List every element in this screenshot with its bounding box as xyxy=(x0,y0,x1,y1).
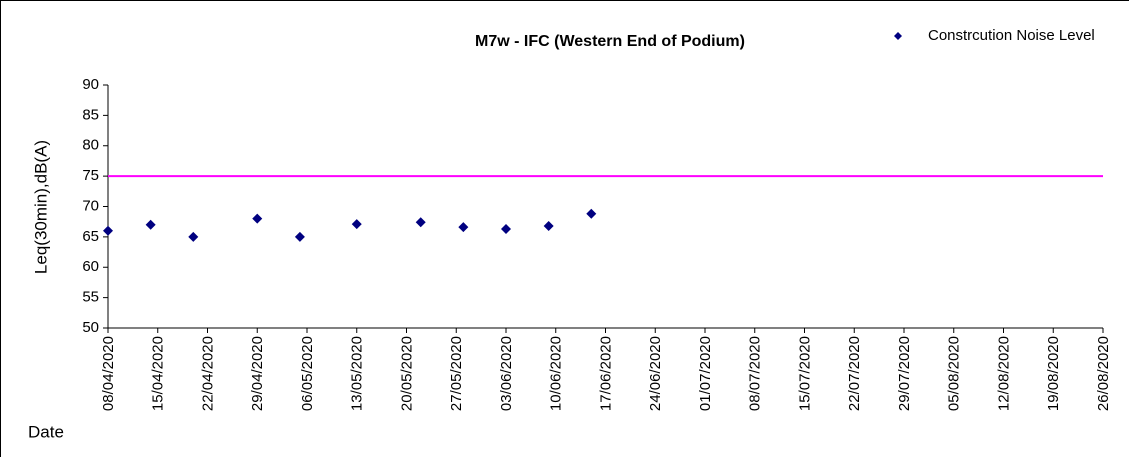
data-point xyxy=(501,223,511,234)
y-axis-label: Leq(30min),dB(A) xyxy=(31,140,50,274)
x-tick-label: 08/04/2020 xyxy=(100,336,117,411)
x-tick-label: 29/04/2020 xyxy=(249,336,266,411)
data-point xyxy=(586,208,597,219)
y-tick-label: 85 xyxy=(82,106,99,123)
x-tick-label: 19/08/2020 xyxy=(1045,336,1062,411)
x-tick-label: 15/04/2020 xyxy=(150,336,167,411)
y-tick-label: 65 xyxy=(82,228,99,245)
data-point xyxy=(458,222,469,233)
x-tick-label: 08/07/2020 xyxy=(747,336,764,411)
x-tick-label: 26/08/2020 xyxy=(1095,336,1112,411)
data-point xyxy=(103,225,113,236)
y-tick-label: 80 xyxy=(82,137,99,154)
x-tick-label: 15/07/2020 xyxy=(796,336,813,411)
x-tick-label: 22/04/2020 xyxy=(199,336,216,411)
x-tick-label: 10/06/2020 xyxy=(548,336,565,411)
x-tick-label: 13/05/2020 xyxy=(349,336,366,411)
x-tick-label: 01/07/2020 xyxy=(697,336,714,411)
data-point xyxy=(351,219,362,230)
x-tick-label: 17/06/2020 xyxy=(597,336,614,411)
x-tick-label: 20/05/2020 xyxy=(398,336,415,411)
y-tick-label: 50 xyxy=(82,319,99,336)
y-tick-label: 90 xyxy=(82,76,99,93)
y-tick-label: 60 xyxy=(82,258,99,275)
x-tick-label: 24/06/2020 xyxy=(647,336,664,411)
x-tick-label: 12/08/2020 xyxy=(995,336,1012,411)
legend-marker xyxy=(894,32,902,40)
x-tick-label: 06/05/2020 xyxy=(299,336,316,411)
chart-title: M7w - IFC (Western End of Podium) xyxy=(475,33,745,50)
data-point xyxy=(252,213,263,224)
data-point xyxy=(415,217,426,228)
x-tick-label: 22/07/2020 xyxy=(846,336,863,411)
x-tick-label: 29/07/2020 xyxy=(896,336,913,411)
x-tick-label: 03/06/2020 xyxy=(498,336,515,411)
data-point xyxy=(294,231,305,242)
data-point xyxy=(543,220,554,231)
y-tick-label: 75 xyxy=(82,167,99,184)
legend-label: Constrcution Noise Level xyxy=(928,27,1095,44)
x-tick-label: 27/05/2020 xyxy=(448,336,465,411)
data-point xyxy=(188,231,199,242)
data-point xyxy=(145,219,156,230)
y-tick-label: 55 xyxy=(82,289,99,306)
x-tick-label: 05/08/2020 xyxy=(946,336,963,411)
y-tick-label: 70 xyxy=(82,197,99,214)
x-axis-label: Date xyxy=(28,422,64,441)
